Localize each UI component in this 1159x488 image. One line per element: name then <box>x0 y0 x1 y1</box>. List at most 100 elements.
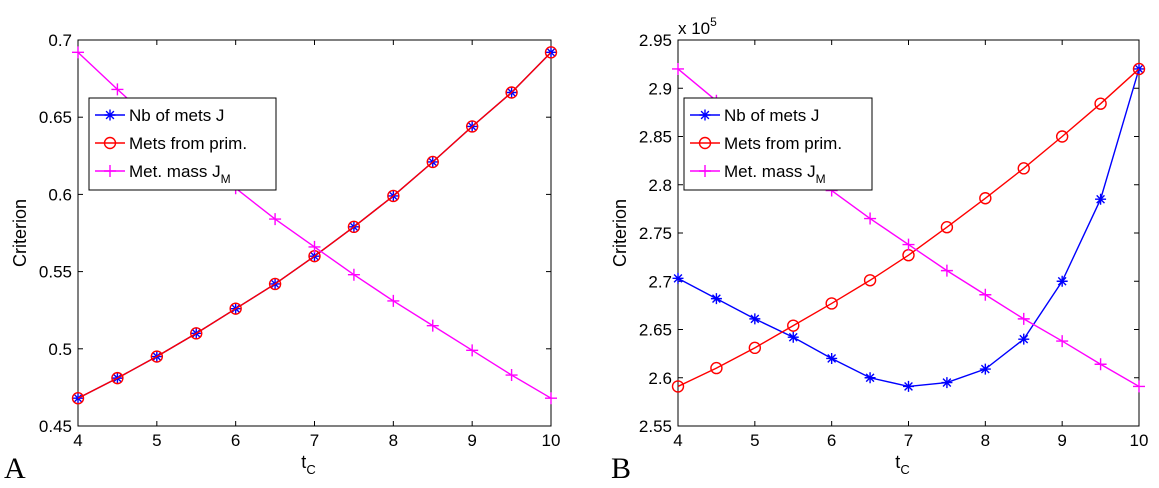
legend-item: Nb of mets J <box>95 106 224 125</box>
data-point <box>426 319 439 332</box>
data-point <box>545 392 557 405</box>
data-point <box>710 293 722 305</box>
y-tick-label: 0.6 <box>48 185 72 204</box>
legend-marker <box>699 165 711 177</box>
data-point <box>426 155 439 169</box>
data-point <box>903 380 914 392</box>
x-tick-label: 9 <box>467 431 476 450</box>
data-point <box>347 268 360 281</box>
data-point <box>787 319 800 332</box>
x-tick-label: 8 <box>981 431 990 450</box>
y-tick-label: 2.9 <box>648 79 672 98</box>
x-tick-label: 4 <box>73 431 82 450</box>
data-point <box>308 240 321 253</box>
legend-label-sub: M <box>816 172 826 186</box>
data-point <box>268 277 282 291</box>
legend-label: Met. mass JM <box>724 162 826 186</box>
data-point <box>544 46 558 59</box>
legend-item: Met. mass JM <box>95 162 231 186</box>
data-point <box>672 62 684 75</box>
y-tick-label: 2.8 <box>648 176 672 195</box>
y-tick-label: 2.55 <box>639 417 672 436</box>
legend-item: Met. mass JM <box>690 162 826 186</box>
x-axis-label-sub: C <box>306 462 315 477</box>
data-point <box>111 371 124 385</box>
x-tick-label: 5 <box>152 431 161 450</box>
legend-label-main: Met. mass J <box>129 162 221 181</box>
legend-label: Nb of mets J <box>724 106 819 125</box>
legend-label-main: Mets from prim. <box>129 134 247 153</box>
legend-marker <box>104 165 116 177</box>
data-point <box>1055 130 1069 143</box>
legend-label-main: Met. mass J <box>724 162 816 181</box>
legend-label-sub: M <box>221 172 231 186</box>
y-tick-label: 0.65 <box>39 108 72 127</box>
data-point <box>269 213 282 226</box>
series-line <box>677 68 1140 388</box>
legend: Nb of mets J Mets from prim. Met. mass JM <box>88 97 277 191</box>
data-point <box>749 313 761 325</box>
data-point <box>940 221 954 234</box>
chart-b: 4 5 6 7 8 9 10 2.55 2.6 2.65 2.7 2.75 2.8 2.85 2.9 2.95… <box>610 15 1148 477</box>
data-point <box>71 392 85 405</box>
data-point <box>1017 162 1030 175</box>
legend-box <box>683 97 873 191</box>
data-point <box>864 372 876 384</box>
data-point <box>1095 193 1107 205</box>
y-exponent-power: 5 <box>710 15 717 29</box>
data-point <box>672 272 684 284</box>
y-tick-label: 2.95 <box>639 31 672 50</box>
legend-item: Mets from prim. <box>95 134 247 153</box>
x-axis-label: tC <box>895 452 909 477</box>
data-point <box>826 352 838 364</box>
data-point <box>864 212 877 225</box>
y-tick-label: 0.55 <box>39 263 72 282</box>
data-point <box>1017 312 1030 325</box>
data-point <box>979 363 991 375</box>
data-point <box>229 302 242 315</box>
data-point <box>1094 358 1107 371</box>
data-point <box>347 220 361 234</box>
data-point <box>941 377 953 389</box>
y-axis-label: Criterion <box>610 199 630 267</box>
y-tick-label: 0.7 <box>48 31 72 50</box>
data-point <box>979 192 992 205</box>
x-tick-label: 7 <box>904 431 913 450</box>
data-point <box>466 344 479 357</box>
y-tick-label: 2.75 <box>639 224 672 243</box>
data-point <box>825 297 838 310</box>
legend-marker <box>698 136 712 150</box>
data-point <box>387 294 400 307</box>
data-point <box>748 341 762 355</box>
data-point <box>710 361 723 375</box>
data-point <box>863 274 877 287</box>
y-exponent-base: x 10 <box>678 19 710 38</box>
x-axis-label: tC <box>301 452 315 477</box>
series-line <box>77 51 552 399</box>
panel-label-b: B <box>611 452 631 485</box>
chart-a: 4 5 6 7 8 9 10 0.45 0.5 0.55 0.6 0.65 0.7 tC Criterion… <box>10 31 560 477</box>
data-point <box>671 380 685 393</box>
x-tick-label: 7 <box>310 431 319 450</box>
data-point <box>465 120 479 133</box>
panel-label-a: A <box>4 452 26 485</box>
data-point <box>940 264 953 277</box>
data-point <box>1132 62 1146 76</box>
y-exponent-label: x 105 <box>678 15 717 38</box>
legend-label: Mets from prim. <box>724 134 842 153</box>
legend-label: Mets from prim. <box>129 134 247 153</box>
legend-marker <box>699 109 711 121</box>
y-tick-label: 2.85 <box>639 128 672 147</box>
x-tick-label: 10 <box>1130 431 1149 450</box>
legend: Nb of mets J Mets from prim. Met. mass JM <box>683 97 873 191</box>
data-point <box>190 327 203 340</box>
data-point <box>72 46 84 59</box>
data-point <box>1056 335 1069 348</box>
legend-label: Nb of mets J <box>129 106 224 125</box>
x-tick-label: 10 <box>542 431 561 450</box>
data-point <box>1056 275 1068 287</box>
series-mets-from-prim <box>671 62 1146 393</box>
data-point <box>979 288 992 301</box>
data-point <box>1018 333 1030 345</box>
